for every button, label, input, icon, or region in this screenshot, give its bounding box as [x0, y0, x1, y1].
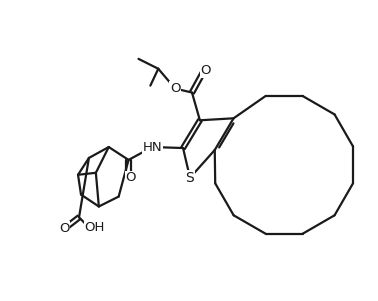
Text: S: S — [186, 171, 194, 185]
Text: O: O — [125, 171, 136, 184]
Text: O: O — [170, 82, 180, 95]
Text: OH: OH — [85, 221, 105, 234]
Text: O: O — [201, 64, 211, 77]
Text: HN: HN — [143, 141, 162, 154]
Text: O: O — [59, 222, 70, 235]
